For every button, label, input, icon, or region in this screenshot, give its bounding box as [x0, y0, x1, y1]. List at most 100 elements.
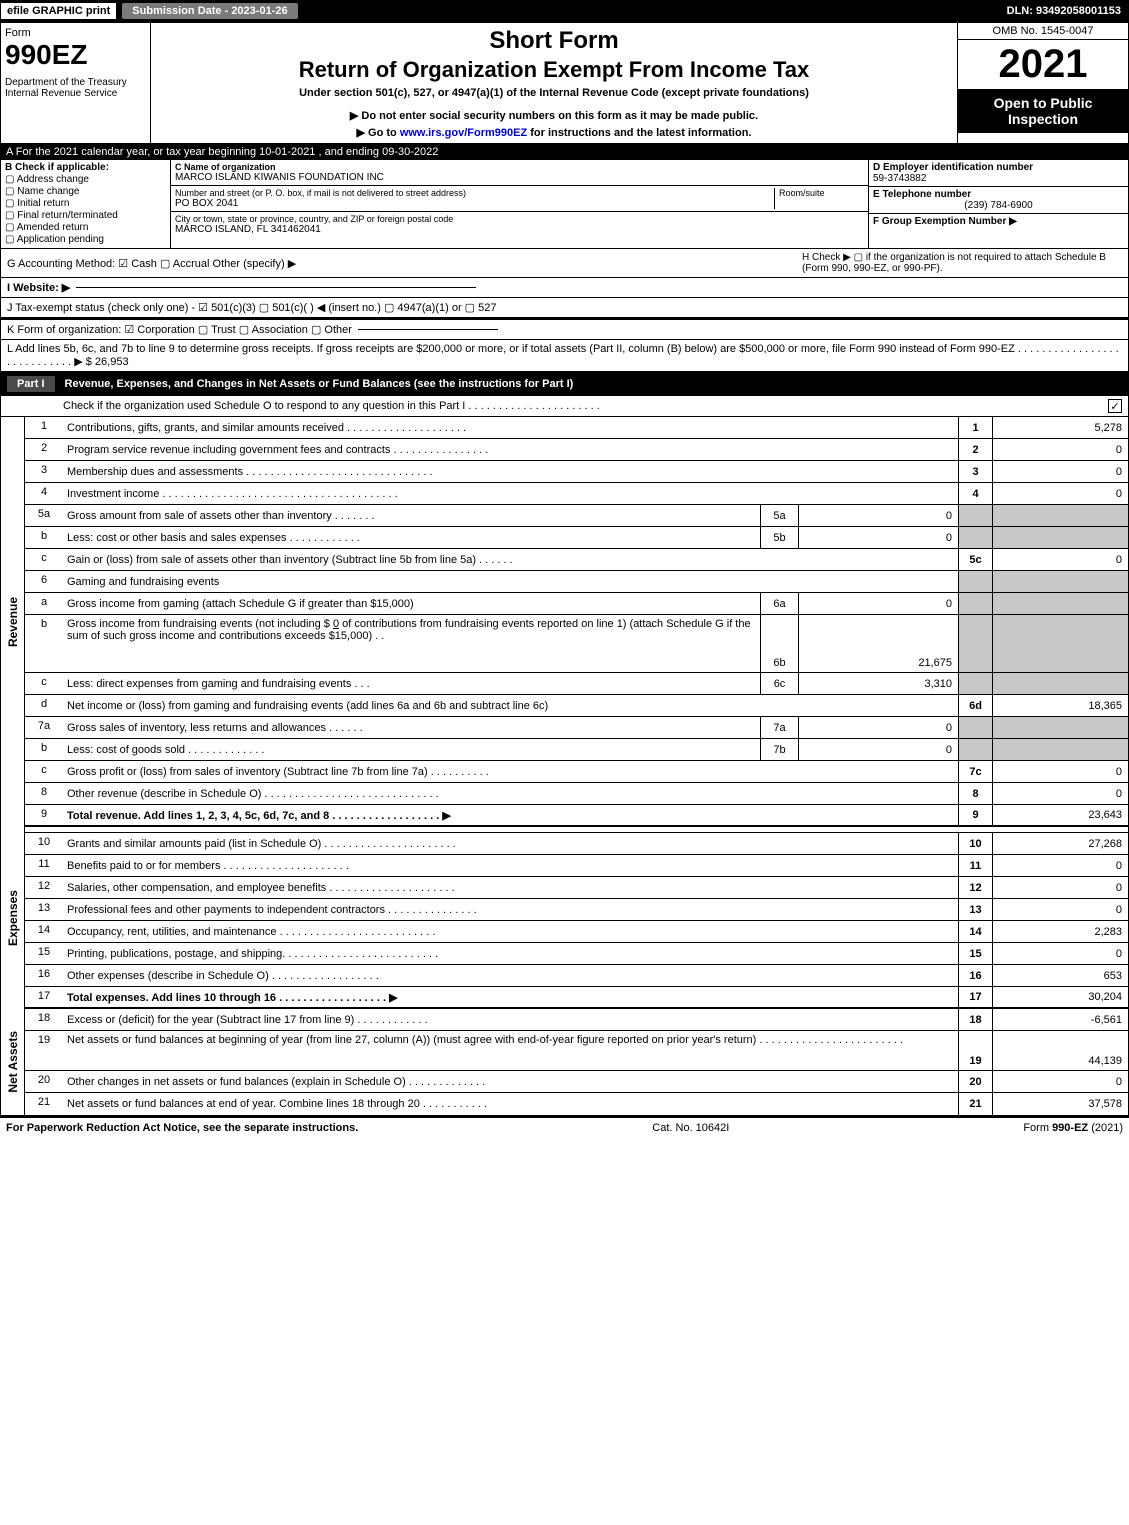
- l15-val: 0: [992, 943, 1128, 964]
- chk-application-pending[interactable]: ▢ Application pending: [5, 234, 166, 245]
- l9-num: 9: [25, 805, 63, 825]
- l10-num: 10: [25, 833, 63, 854]
- l15-ln: 15: [958, 943, 992, 964]
- l21-num: 21: [25, 1093, 63, 1115]
- revenue-vlabel: Revenue: [1, 417, 25, 827]
- l7c-ln: 7c: [958, 761, 992, 782]
- efile-print-label[interactable]: efile GRAPHIC print: [0, 2, 117, 20]
- l6b-num: b: [25, 615, 63, 672]
- l3-num: 3: [25, 461, 63, 482]
- l5a-sub: 5a: [760, 505, 798, 526]
- footer-right: Form 990-EZ (2021): [1023, 1122, 1123, 1134]
- l6a-desc: Gross income from gaming (attach Schedul…: [63, 593, 760, 614]
- l5a-val-shade: [992, 505, 1128, 526]
- chk-final-label: Final return/terminated: [17, 210, 118, 221]
- group-label: F Group Exemption Number ▶: [873, 216, 1124, 227]
- org-name-value: MARCO ISLAND KIWANIS FOUNDATION INC: [175, 172, 864, 183]
- l7c-val: 0: [992, 761, 1128, 782]
- chk-pending-label: Application pending: [17, 234, 104, 245]
- chk-final-return[interactable]: ▢ Final return/terminated: [5, 210, 166, 221]
- schedule-o-checkbox[interactable]: ✓: [1108, 399, 1122, 413]
- l20-desc: Other changes in net assets or fund bala…: [63, 1071, 958, 1092]
- expenses-vlabel: Expenses: [1, 827, 25, 1009]
- department-label: Department of the Treasury Internal Reve…: [5, 77, 146, 99]
- box-d: D Employer identification number 59-3743…: [868, 160, 1128, 248]
- l7a-val-shade: [992, 717, 1128, 738]
- l13-val: 0: [992, 899, 1128, 920]
- l12-desc: Salaries, other compensation, and employ…: [63, 877, 958, 898]
- l2-desc: Program service revenue including govern…: [63, 439, 958, 460]
- l6a-sub: 6a: [760, 593, 798, 614]
- l13-num: 13: [25, 899, 63, 920]
- l5c-val: 0: [992, 549, 1128, 570]
- line-g: G Accounting Method: ☑ Cash ▢ Accrual Ot…: [7, 257, 802, 270]
- l6d-desc: Net income or (loss) from gaming and fun…: [63, 695, 958, 716]
- l10-ln: 10: [958, 833, 992, 854]
- return-title: Return of Organization Exempt From Incom…: [159, 57, 949, 83]
- l15-desc: Printing, publications, postage, and shi…: [63, 943, 958, 964]
- l13-ln: 13: [958, 899, 992, 920]
- l6-ln-shade: [958, 571, 992, 592]
- l16-ln: 16: [958, 965, 992, 986]
- l4-val: 0: [992, 483, 1128, 504]
- l1-num: 1: [25, 417, 63, 438]
- l10-val: 27,268: [992, 833, 1128, 854]
- room-label: Room/suite: [779, 188, 864, 198]
- street-label: Number and street (or P. O. box, if mail…: [175, 188, 774, 198]
- l12-val: 0: [992, 877, 1128, 898]
- part1-header: Part I Revenue, Expenses, and Changes in…: [0, 372, 1129, 396]
- l8-num: 8: [25, 783, 63, 804]
- footer-left: For Paperwork Reduction Act Notice, see …: [6, 1122, 358, 1134]
- line-j: J Tax-exempt status (check only one) - ☑…: [0, 298, 1129, 318]
- chk-name-change[interactable]: ▢ Name change: [5, 186, 166, 197]
- under-section-text: Under section 501(c), 527, or 4947(a)(1)…: [159, 87, 949, 99]
- org-name-row: C Name of organization MARCO ISLAND KIWA…: [171, 160, 868, 186]
- goto-post: for instructions and the latest informat…: [527, 127, 751, 139]
- line-k: K Form of organization: ☑ Corporation ▢ …: [0, 318, 1129, 340]
- line-l: L Add lines 5b, 6c, and 7b to line 9 to …: [0, 340, 1129, 372]
- l6c-num: c: [25, 673, 63, 694]
- chk-address-change[interactable]: ▢ Address change: [5, 174, 166, 185]
- l6d-ln: 6d: [958, 695, 992, 716]
- l5c-num: c: [25, 549, 63, 570]
- l18-desc: Excess or (deficit) for the year (Subtra…: [63, 1009, 958, 1030]
- l5a-desc: Gross amount from sale of assets other t…: [63, 505, 760, 526]
- l5b-subval: 0: [798, 527, 958, 548]
- l7a-ln-shade: [958, 717, 992, 738]
- l14-desc: Occupancy, rent, utilities, and maintena…: [63, 921, 958, 942]
- ein-value: 59-3743882: [873, 173, 1124, 184]
- l16-num: 16: [25, 965, 63, 986]
- l5b-desc: Less: cost or other basis and sales expe…: [63, 527, 760, 548]
- l6a-num: a: [25, 593, 63, 614]
- chk-initial-return[interactable]: ▢ Initial return: [5, 198, 166, 209]
- tax-year: 2021: [958, 40, 1128, 89]
- goto-pre: ▶ Go to: [357, 127, 400, 139]
- l11-ln: 11: [958, 855, 992, 876]
- ein-row: D Employer identification number 59-3743…: [869, 160, 1128, 187]
- l6b-desc: Gross income from fundraising events (no…: [63, 615, 760, 672]
- netassets-vlabel: Net Assets: [1, 1009, 25, 1115]
- l6c-desc: Less: direct expenses from gaming and fu…: [63, 673, 760, 694]
- l6b-subval: 21,675: [798, 615, 958, 672]
- omb-number: OMB No. 1545-0047: [958, 23, 1128, 40]
- l18-val: -6,561: [992, 1009, 1128, 1030]
- city-row: City or town, state or province, country…: [171, 212, 868, 237]
- l5b-num: b: [25, 527, 63, 548]
- revenue-section: Revenue 1Contributions, gifts, grants, a…: [0, 417, 1129, 827]
- l19-ln: 19: [958, 1031, 992, 1070]
- l11-desc: Benefits paid to or for members . . . . …: [63, 855, 958, 876]
- l3-desc: Membership dues and assessments . . . . …: [63, 461, 958, 482]
- l8-ln: 8: [958, 783, 992, 804]
- l8-desc: Other revenue (describe in Schedule O) .…: [63, 783, 958, 804]
- l6c-ln-shade: [958, 673, 992, 694]
- l21-desc: Net assets or fund balances at end of ye…: [63, 1093, 958, 1115]
- line-i: I Website: ▶: [0, 278, 1129, 298]
- tel-label: E Telephone number: [873, 189, 1124, 200]
- line-k-text: K Form of organization: ☑ Corporation ▢ …: [7, 323, 352, 336]
- irs-link[interactable]: www.irs.gov/Form990EZ: [400, 127, 527, 139]
- chk-amended-return[interactable]: ▢ Amended return: [5, 222, 166, 233]
- short-form-title: Short Form: [159, 27, 949, 55]
- submission-date-button[interactable]: Submission Date - 2023-01-26: [121, 2, 298, 20]
- l6c-subval: 3,310: [798, 673, 958, 694]
- city-value: MARCO ISLAND, FL 341462041: [175, 224, 864, 235]
